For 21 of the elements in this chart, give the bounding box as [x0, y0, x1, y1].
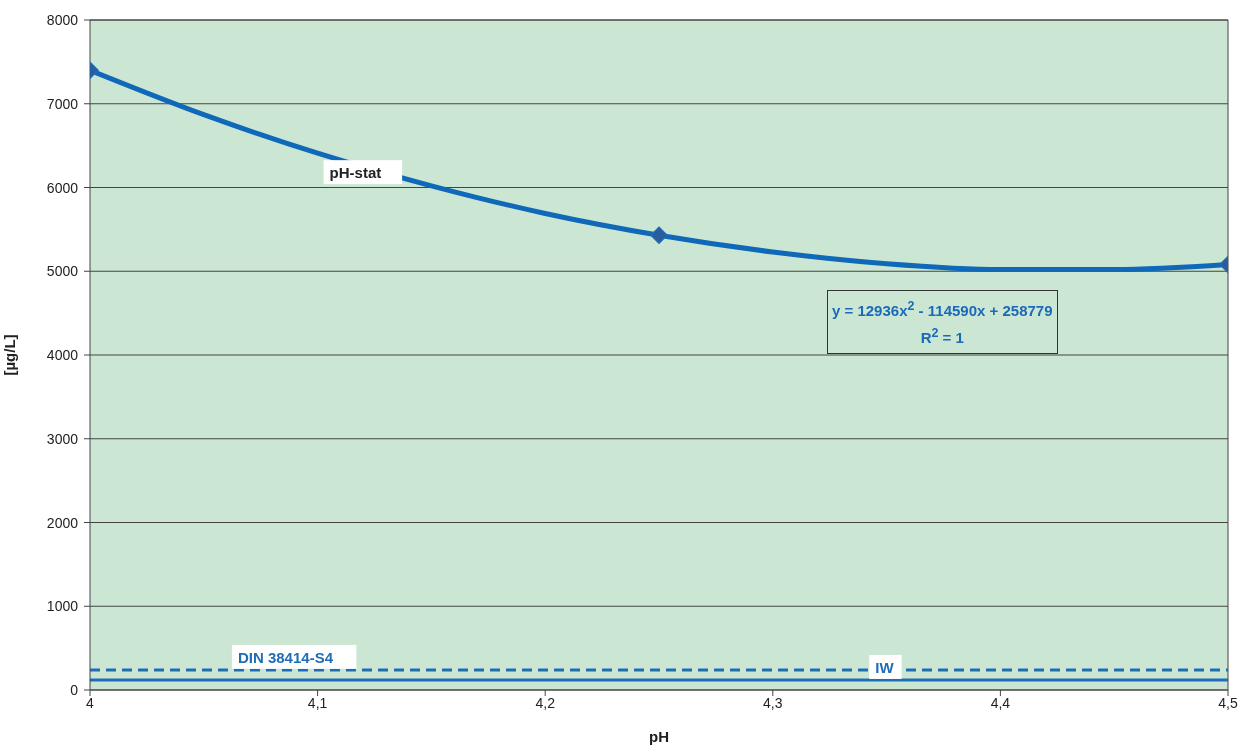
x-tick-label: 4	[86, 694, 95, 711]
y-tick-label: 1000	[46, 598, 79, 615]
series-label: pH-stat	[329, 164, 382, 182]
ref-line-label: DIN 38414-S4	[237, 648, 334, 666]
y-tick-label: 6000	[46, 179, 79, 196]
y-tick-label: 7000	[46, 95, 79, 112]
y-tick-label: 5000	[46, 263, 79, 280]
y-tick-label: 4000	[46, 347, 79, 363]
x-tick-label: 4,5	[1218, 694, 1238, 711]
x-tick-label: 4,2	[535, 694, 556, 711]
ref-line-label: IW	[875, 658, 895, 676]
x-tick-label: 4,3	[763, 694, 783, 711]
x-tick-label: 4,1	[307, 694, 328, 711]
y-tick-label: 2000	[46, 514, 79, 531]
y-tick-label: 0	[70, 682, 79, 698]
x-tick-label: 4,4	[990, 694, 1011, 711]
y-tick-label: 3000	[46, 430, 79, 447]
y-axis-title: [µg/L]	[1, 334, 19, 376]
y-tick-label: 8000	[46, 12, 79, 28]
x-axis-title: pH	[649, 728, 669, 745]
equation-box: y = 12936x$^{2}$ - 114590x + 258779 R$^{2}$ = 1	[827, 290, 1058, 354]
